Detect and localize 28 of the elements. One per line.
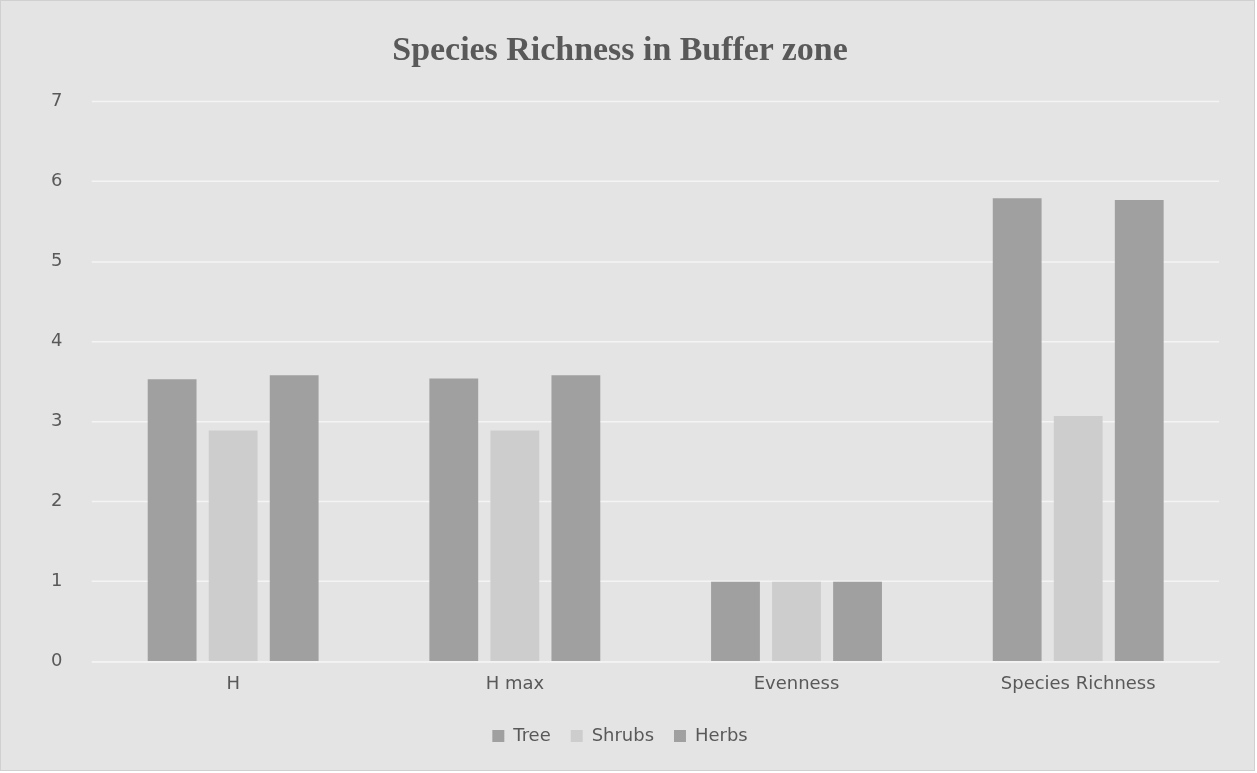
x-tick-label: Species Richness [1000,672,1156,694]
y-tick-label: 2 [50,489,63,511]
bar [429,378,479,661]
y-tick-label: 3 [50,409,63,431]
legend-label: Shrubs [591,723,655,745]
x-tick-label: H [226,672,240,694]
y-tick-label: 7 [50,89,63,111]
legend-label: Tree [512,723,551,745]
x-tick-label: H max [485,672,545,694]
bar [490,430,540,661]
bar [147,379,197,661]
y-tick-label: 4 [50,329,63,351]
bar [1053,416,1103,661]
bar [208,430,258,661]
x-tick-label: Evenness [753,672,840,694]
y-tick-label: 5 [50,249,63,271]
bar [992,198,1042,661]
bar [1114,199,1164,661]
bar [711,581,760,661]
bar [772,581,821,661]
bar [833,581,882,661]
bar [269,375,319,661]
legend-label: Herbs [694,723,748,745]
chart-title: Species Richness in Buffer zone [392,30,848,68]
y-tick-label: 1 [50,569,63,591]
y-tick-label: 0 [50,649,63,671]
y-tick-label: 6 [50,169,63,191]
bar [551,375,601,661]
